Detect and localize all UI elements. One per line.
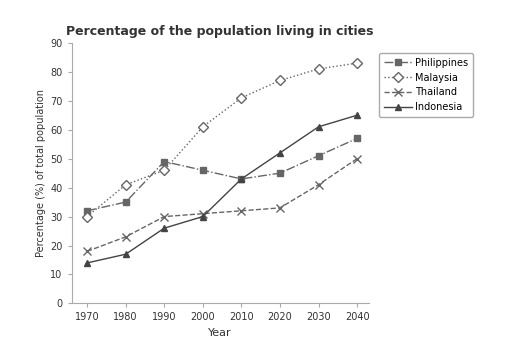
Philippines: [238, 177, 244, 181]
Thailand: [200, 212, 206, 216]
Malaysia: [200, 125, 206, 129]
Malaysia: [354, 61, 360, 65]
Thailand: [84, 249, 90, 253]
Philippines: [161, 160, 167, 164]
Indonesia: [122, 252, 129, 256]
Indonesia: [315, 125, 322, 129]
Philippines: [315, 154, 322, 158]
Malaysia: [238, 96, 244, 100]
Thailand: [354, 156, 360, 161]
Malaysia: [84, 215, 90, 219]
Thailand: [122, 235, 129, 239]
Indonesia: [84, 261, 90, 265]
Line: Thailand: Thailand: [83, 155, 361, 256]
Title: Percentage of the population living in cities: Percentage of the population living in c…: [67, 25, 374, 37]
Malaysia: [277, 78, 283, 82]
Indonesia: [277, 151, 283, 155]
Indonesia: [161, 226, 167, 230]
Philippines: [354, 136, 360, 141]
Indonesia: [238, 177, 244, 181]
Philippines: [122, 200, 129, 204]
Legend: Philippines, Malaysia, Thailand, Indonesia: Philippines, Malaysia, Thailand, Indones…: [379, 53, 474, 117]
Line: Philippines: Philippines: [84, 136, 360, 213]
Malaysia: [315, 67, 322, 71]
Indonesia: [200, 215, 206, 219]
Thailand: [238, 208, 244, 213]
Malaysia: [122, 182, 129, 187]
Philippines: [200, 168, 206, 172]
Y-axis label: Percentage (%) of total population: Percentage (%) of total population: [36, 89, 46, 257]
Indonesia: [354, 113, 360, 117]
Philippines: [277, 171, 283, 175]
Thailand: [315, 182, 322, 187]
X-axis label: Year: Year: [208, 328, 232, 338]
Line: Malaysia: Malaysia: [83, 60, 360, 220]
Line: Indonesia: Indonesia: [83, 112, 360, 266]
Thailand: [277, 206, 283, 210]
Philippines: [84, 208, 90, 213]
Thailand: [161, 215, 167, 219]
Malaysia: [161, 168, 167, 172]
